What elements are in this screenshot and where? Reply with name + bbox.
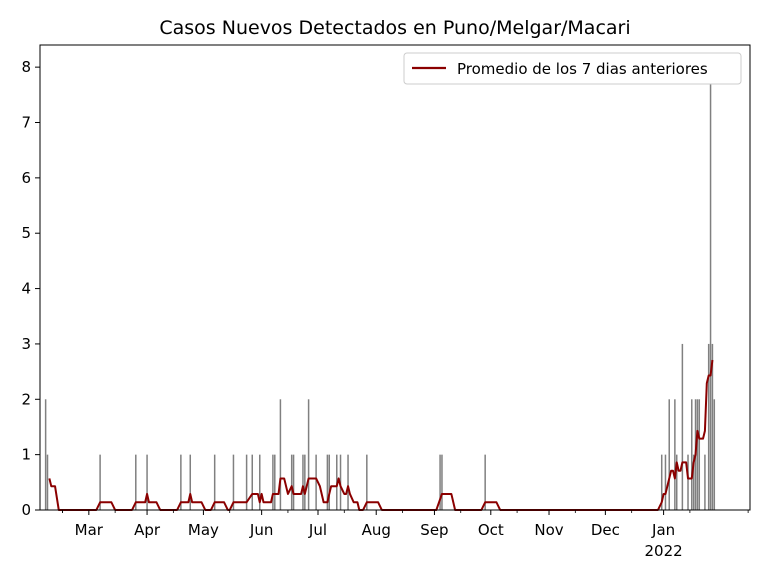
bar [272, 454, 274, 510]
bar [711, 343, 714, 510]
y-tick-label: 4 [21, 280, 31, 298]
bar [696, 399, 699, 510]
bar [347, 454, 349, 510]
bar [687, 454, 689, 510]
y-tick-label: 1 [21, 446, 31, 464]
bar [660, 454, 663, 510]
bar [245, 454, 248, 510]
x-tick-label: Dec [591, 521, 620, 539]
bar [180, 454, 182, 510]
x-tick-label: Oct [478, 521, 504, 539]
bar [259, 454, 261, 510]
x-tick-label: Nov [534, 521, 563, 539]
legend-box [403, 52, 742, 85]
bar [674, 399, 676, 510]
bar [213, 454, 216, 510]
bar [668, 399, 670, 510]
x-tick-label: Apr [134, 521, 161, 539]
x-tick-label: Sep [420, 521, 448, 539]
y-tick-label: 0 [21, 501, 31, 519]
bar [135, 454, 137, 510]
y-tick-label: 6 [21, 169, 31, 187]
bar [279, 399, 282, 510]
bar [709, 67, 712, 510]
bar [146, 454, 148, 510]
x-tick-label: Jul [308, 521, 327, 539]
x-tick-year-label: 2022 [645, 542, 683, 560]
bar [675, 454, 678, 510]
legend-label: Promedio de los 7 dias anteriores [457, 60, 708, 78]
x-axis-ticks: Mar Apr May Jun Jul Aug Sep Oct Nov Dec Jan 2022 [62, 510, 749, 560]
bar [664, 454, 667, 510]
bar [189, 454, 192, 510]
line-layer [48, 359, 714, 511]
y-axis-ticks: 0 1 2 3 4 5 6 7 8 [21, 58, 40, 519]
bar [328, 454, 331, 510]
x-tick-label: May [188, 521, 219, 539]
series-line-average [48, 359, 714, 511]
bar [44, 399, 47, 510]
legend: Promedio de los 7 dias anteriores [403, 52, 742, 85]
bar [704, 454, 706, 510]
bar [274, 454, 276, 510]
y-tick-label: 7 [21, 114, 31, 132]
x-tick-label: Mar [75, 521, 104, 539]
bar [304, 454, 306, 510]
bar [232, 454, 235, 510]
x-tick-label: Aug [362, 521, 391, 539]
bar [292, 454, 295, 510]
chart-title: Casos Nuevos Detectados en Puno/Melgar/M… [159, 17, 630, 39]
y-tick-label: 5 [21, 224, 31, 242]
bar [698, 399, 701, 510]
bar [99, 454, 101, 510]
bar [441, 454, 443, 510]
bar [315, 454, 317, 510]
bar [302, 454, 304, 510]
y-tick-label: 8 [21, 58, 31, 76]
bar [46, 454, 49, 510]
x-tick-label: Jan [651, 521, 675, 539]
bar [681, 343, 684, 510]
bar [484, 454, 486, 510]
bar [713, 399, 716, 510]
bar [290, 454, 293, 510]
y-tick-label: 3 [21, 335, 31, 353]
bar [439, 454, 441, 510]
plot-frame [39, 44, 751, 511]
x-tick-label: Jun [249, 521, 273, 539]
y-tick-label: 2 [21, 390, 31, 408]
bar [707, 343, 710, 510]
bar [326, 454, 329, 510]
bar [307, 399, 310, 510]
bars-layer [44, 67, 716, 510]
bar [251, 454, 253, 510]
bar [691, 399, 693, 510]
bar [692, 454, 695, 510]
bar [366, 454, 368, 510]
